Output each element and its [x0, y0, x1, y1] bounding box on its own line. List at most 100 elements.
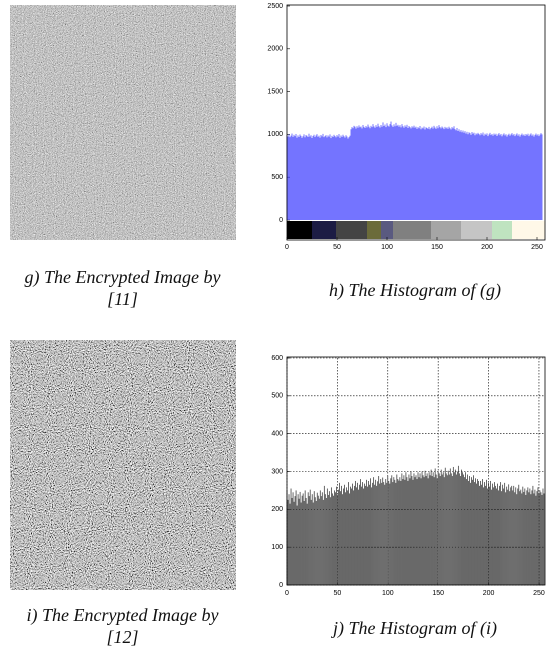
- bar: [338, 489, 339, 585]
- bar: [329, 497, 331, 585]
- bar: [324, 136, 326, 220]
- bar: [292, 492, 294, 585]
- y-tick-label: 0: [279, 217, 283, 224]
- bar: [380, 124, 382, 220]
- bar: [295, 490, 297, 585]
- bar: [428, 126, 430, 220]
- bar: [505, 134, 507, 220]
- bar: [390, 121, 392, 220]
- bar: [338, 134, 340, 220]
- bar: [450, 473, 452, 585]
- caption: j) The Histogram of (i): [333, 618, 497, 638]
- bar: [290, 135, 292, 220]
- bar: [312, 502, 314, 585]
- bar: [314, 497, 316, 585]
- bar: [513, 485, 515, 585]
- bar: [397, 124, 399, 220]
- bar: [467, 474, 468, 585]
- bar: [400, 127, 402, 220]
- bar: [388, 126, 390, 220]
- bar: [389, 483, 391, 585]
- x-tick-label: 0: [285, 590, 289, 597]
- bar: [468, 132, 470, 220]
- bar: [408, 126, 410, 220]
- bar: [476, 483, 477, 585]
- bar: [508, 133, 510, 220]
- bar: [503, 488, 505, 585]
- bar: [398, 480, 400, 585]
- plot-frame: [286, 4, 546, 241]
- bar: [527, 487, 529, 585]
- bar: [371, 487, 373, 585]
- bar: [412, 479, 414, 585]
- bar: [381, 482, 383, 585]
- bar: [422, 128, 424, 220]
- bar: [331, 493, 333, 585]
- bar: [487, 488, 488, 585]
- bar: [474, 135, 476, 220]
- bar: [336, 135, 338, 220]
- bar: [420, 478, 422, 585]
- encrypted-image-g: [10, 5, 236, 240]
- bar: [431, 126, 433, 220]
- bar: [435, 128, 437, 220]
- bar: [325, 135, 327, 220]
- bar: [353, 125, 355, 220]
- bar: [287, 499, 289, 585]
- bar: [497, 134, 499, 220]
- bar: [517, 135, 519, 220]
- bar: [328, 136, 330, 220]
- bar: [522, 135, 524, 220]
- bar: [348, 137, 350, 220]
- bar: [509, 491, 511, 585]
- bar: [376, 485, 378, 585]
- bar: [541, 494, 543, 585]
- bar: [370, 478, 372, 585]
- bar: [291, 497, 293, 585]
- bar: [303, 501, 305, 585]
- bar: [313, 491, 315, 585]
- bar: [501, 136, 503, 220]
- x-tick-label: 100: [382, 590, 394, 597]
- bar: [456, 471, 458, 585]
- bar: [531, 135, 533, 220]
- bar: [358, 125, 360, 220]
- bar: [294, 136, 296, 220]
- bar: [419, 473, 421, 585]
- bar: [525, 133, 527, 220]
- bar: [536, 491, 538, 585]
- bar: [317, 136, 319, 220]
- bar: [311, 494, 313, 585]
- bar: [459, 131, 461, 220]
- bar: [514, 492, 516, 585]
- y-tick-label: 400: [271, 431, 283, 438]
- bar: [349, 493, 350, 585]
- bar: [411, 476, 413, 585]
- bar: [377, 123, 379, 220]
- bar: [524, 488, 526, 585]
- bar: [294, 496, 296, 585]
- bar: [379, 483, 381, 585]
- bar: [532, 485, 534, 585]
- bar: [297, 135, 299, 220]
- bar: [321, 492, 323, 585]
- bar: [426, 473, 428, 585]
- bar: [304, 490, 306, 585]
- bar: [384, 124, 386, 220]
- bar: [402, 479, 404, 585]
- bar: [383, 482, 385, 585]
- bar: [522, 486, 524, 585]
- bar: [450, 129, 452, 220]
- bar: [336, 486, 337, 585]
- bar: [419, 126, 421, 220]
- bar: [513, 133, 515, 220]
- bar: [420, 129, 422, 220]
- bar: [404, 125, 406, 220]
- bar: [343, 488, 344, 585]
- bar: [354, 126, 356, 220]
- bar: [296, 505, 298, 585]
- bar: [341, 485, 342, 585]
- y-tick-label: 100: [271, 544, 283, 551]
